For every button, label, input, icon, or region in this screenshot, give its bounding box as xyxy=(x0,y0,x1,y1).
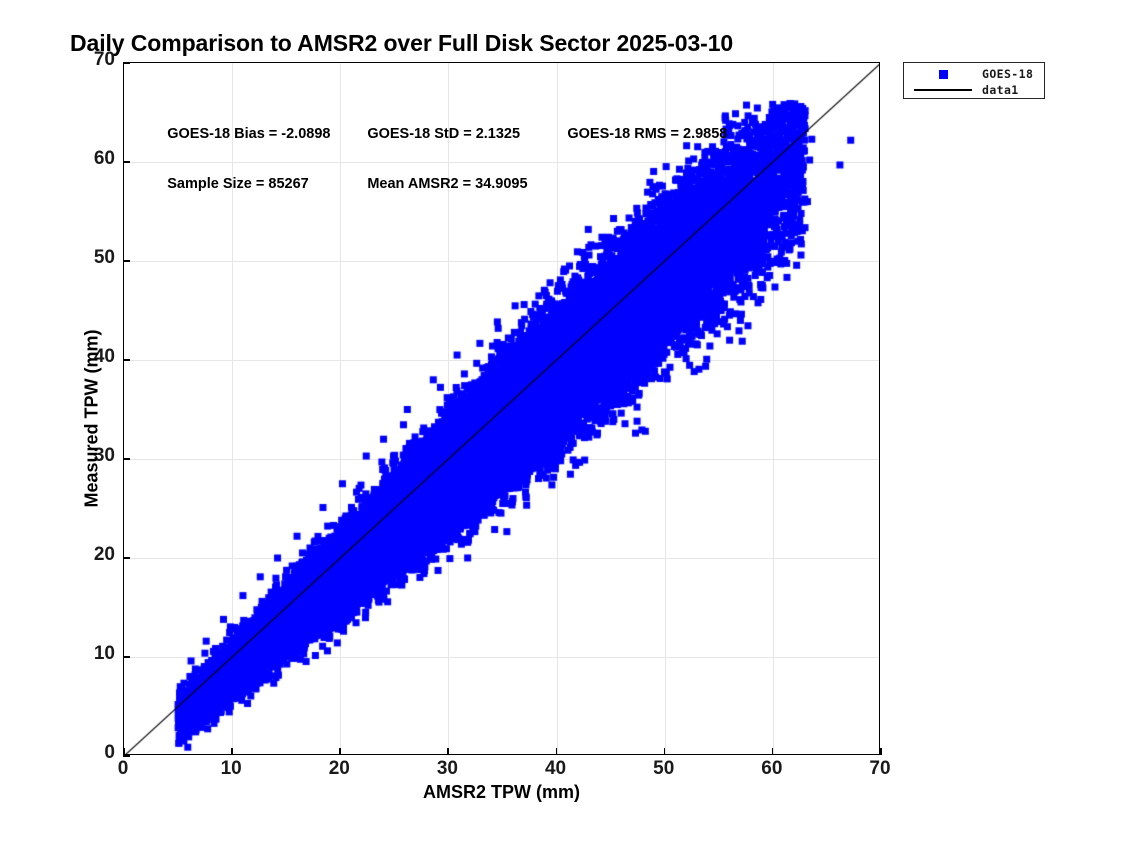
x-tick-mark xyxy=(339,748,341,755)
x-tick-label: 30 xyxy=(436,758,458,779)
stat-annotation: GOES-18 RMS = 2.9858 xyxy=(567,126,728,143)
x-tick-label: 40 xyxy=(544,758,567,779)
y-tick-mark xyxy=(123,557,130,559)
x-tick-label: 50 xyxy=(653,758,675,779)
legend-entry-data1[interactable]: data1 xyxy=(904,82,1044,98)
y-tick-mark xyxy=(123,62,130,64)
scatter-data-canvas xyxy=(124,63,879,754)
y-tick-label: 70 xyxy=(93,49,115,70)
legend-marker-square-icon xyxy=(904,69,982,79)
y-tick-mark xyxy=(123,359,130,361)
page-title: Daily Comparison to AMSR2 over Full Disk… xyxy=(70,30,734,56)
x-tick-mark xyxy=(123,748,125,755)
y-tick-label: 20 xyxy=(93,544,115,565)
legend-line-icon xyxy=(904,89,982,91)
y-tick-mark xyxy=(123,458,130,460)
stat-annotation: Sample Size = 85267 xyxy=(167,175,309,192)
y-tick-mark xyxy=(123,755,130,757)
stat-annotation: Mean AMSR2 = 34.9095 xyxy=(367,175,528,192)
x-tick-label: 20 xyxy=(328,758,350,779)
x-tick-label: 60 xyxy=(761,758,783,779)
stat-annotation: GOES-18 Bias = -2.0898 xyxy=(167,126,331,143)
y-tick-mark xyxy=(123,260,130,262)
y-tick-label: 40 xyxy=(93,346,115,367)
x-axis-label: AMSR2 TPW (mm) xyxy=(423,782,580,802)
y-tick-label: 30 xyxy=(93,445,115,466)
chart-legend[interactable]: GOES-18 data1 xyxy=(903,62,1045,99)
stat-annotation: GOES-18 StD = 2.1325 xyxy=(367,126,521,143)
x-tick-mark xyxy=(447,748,450,755)
x-tick-label: 0 xyxy=(117,758,129,779)
x-tick-mark xyxy=(231,748,233,755)
x-tick-label: 10 xyxy=(220,758,242,779)
x-tick-label: 70 xyxy=(869,758,891,779)
y-tick-label: 60 xyxy=(93,148,115,169)
legend-label-data1: data1 xyxy=(982,83,1019,97)
x-tick-mark xyxy=(771,748,774,755)
y-tick-mark xyxy=(123,161,130,163)
y-tick-label: 50 xyxy=(93,247,115,268)
legend-entry-goes18[interactable]: GOES-18 xyxy=(904,66,1044,82)
plot-area: GOES-18 Bias = -2.0898 GOES-18 StD = 2.13… xyxy=(123,62,880,755)
x-tick-mark xyxy=(555,748,558,755)
y-tick-label: 0 xyxy=(104,742,115,763)
y-tick-label: 10 xyxy=(93,643,115,664)
y-tick-mark xyxy=(123,656,130,658)
legend-label-goes18: GOES-18 xyxy=(982,67,1034,81)
y-axis-label: Measured TPW (mm) xyxy=(81,329,102,508)
x-tick-mark xyxy=(663,748,666,755)
x-tick-mark xyxy=(880,748,882,755)
